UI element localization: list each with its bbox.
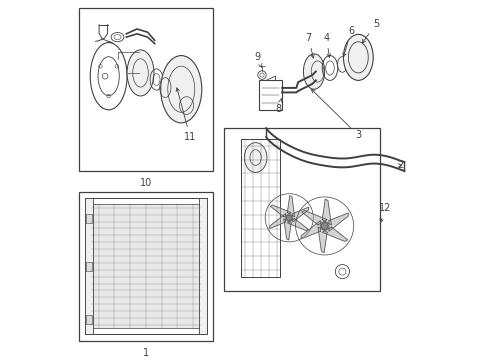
- Text: 1: 1: [143, 348, 149, 358]
- Text: 2: 2: [398, 160, 404, 170]
- Text: 7: 7: [306, 33, 314, 58]
- Polygon shape: [329, 213, 348, 231]
- Bar: [224, 128, 380, 291]
- Ellipse shape: [161, 55, 202, 123]
- Text: 6: 6: [343, 26, 354, 57]
- Bar: [91, 204, 201, 328]
- Polygon shape: [293, 207, 309, 222]
- Bar: [259, 80, 282, 111]
- Bar: [242, 139, 280, 277]
- Ellipse shape: [343, 34, 373, 80]
- Bar: [85, 198, 207, 334]
- Ellipse shape: [303, 54, 325, 89]
- Text: 4: 4: [323, 33, 331, 57]
- Polygon shape: [270, 205, 291, 217]
- Text: 10: 10: [140, 178, 152, 188]
- Polygon shape: [287, 219, 308, 231]
- Polygon shape: [318, 227, 327, 253]
- Bar: [85, 198, 93, 334]
- Polygon shape: [284, 219, 291, 240]
- Polygon shape: [322, 227, 348, 242]
- Circle shape: [287, 215, 292, 221]
- Bar: [86, 315, 92, 324]
- Text: 12: 12: [379, 203, 391, 222]
- Circle shape: [321, 222, 328, 229]
- Ellipse shape: [245, 143, 267, 172]
- Text: 5: 5: [362, 19, 379, 43]
- Bar: [78, 192, 213, 341]
- Text: 9: 9: [254, 52, 262, 68]
- Polygon shape: [287, 195, 294, 217]
- Text: 11: 11: [176, 88, 196, 142]
- Bar: [78, 8, 213, 171]
- Text: 3: 3: [312, 89, 362, 140]
- Bar: [86, 214, 92, 223]
- Bar: [199, 198, 207, 334]
- Polygon shape: [270, 213, 286, 229]
- Polygon shape: [301, 221, 320, 239]
- Polygon shape: [302, 211, 327, 225]
- Ellipse shape: [127, 50, 154, 96]
- Polygon shape: [322, 199, 331, 225]
- Bar: [86, 262, 92, 271]
- Text: 8: 8: [275, 98, 282, 114]
